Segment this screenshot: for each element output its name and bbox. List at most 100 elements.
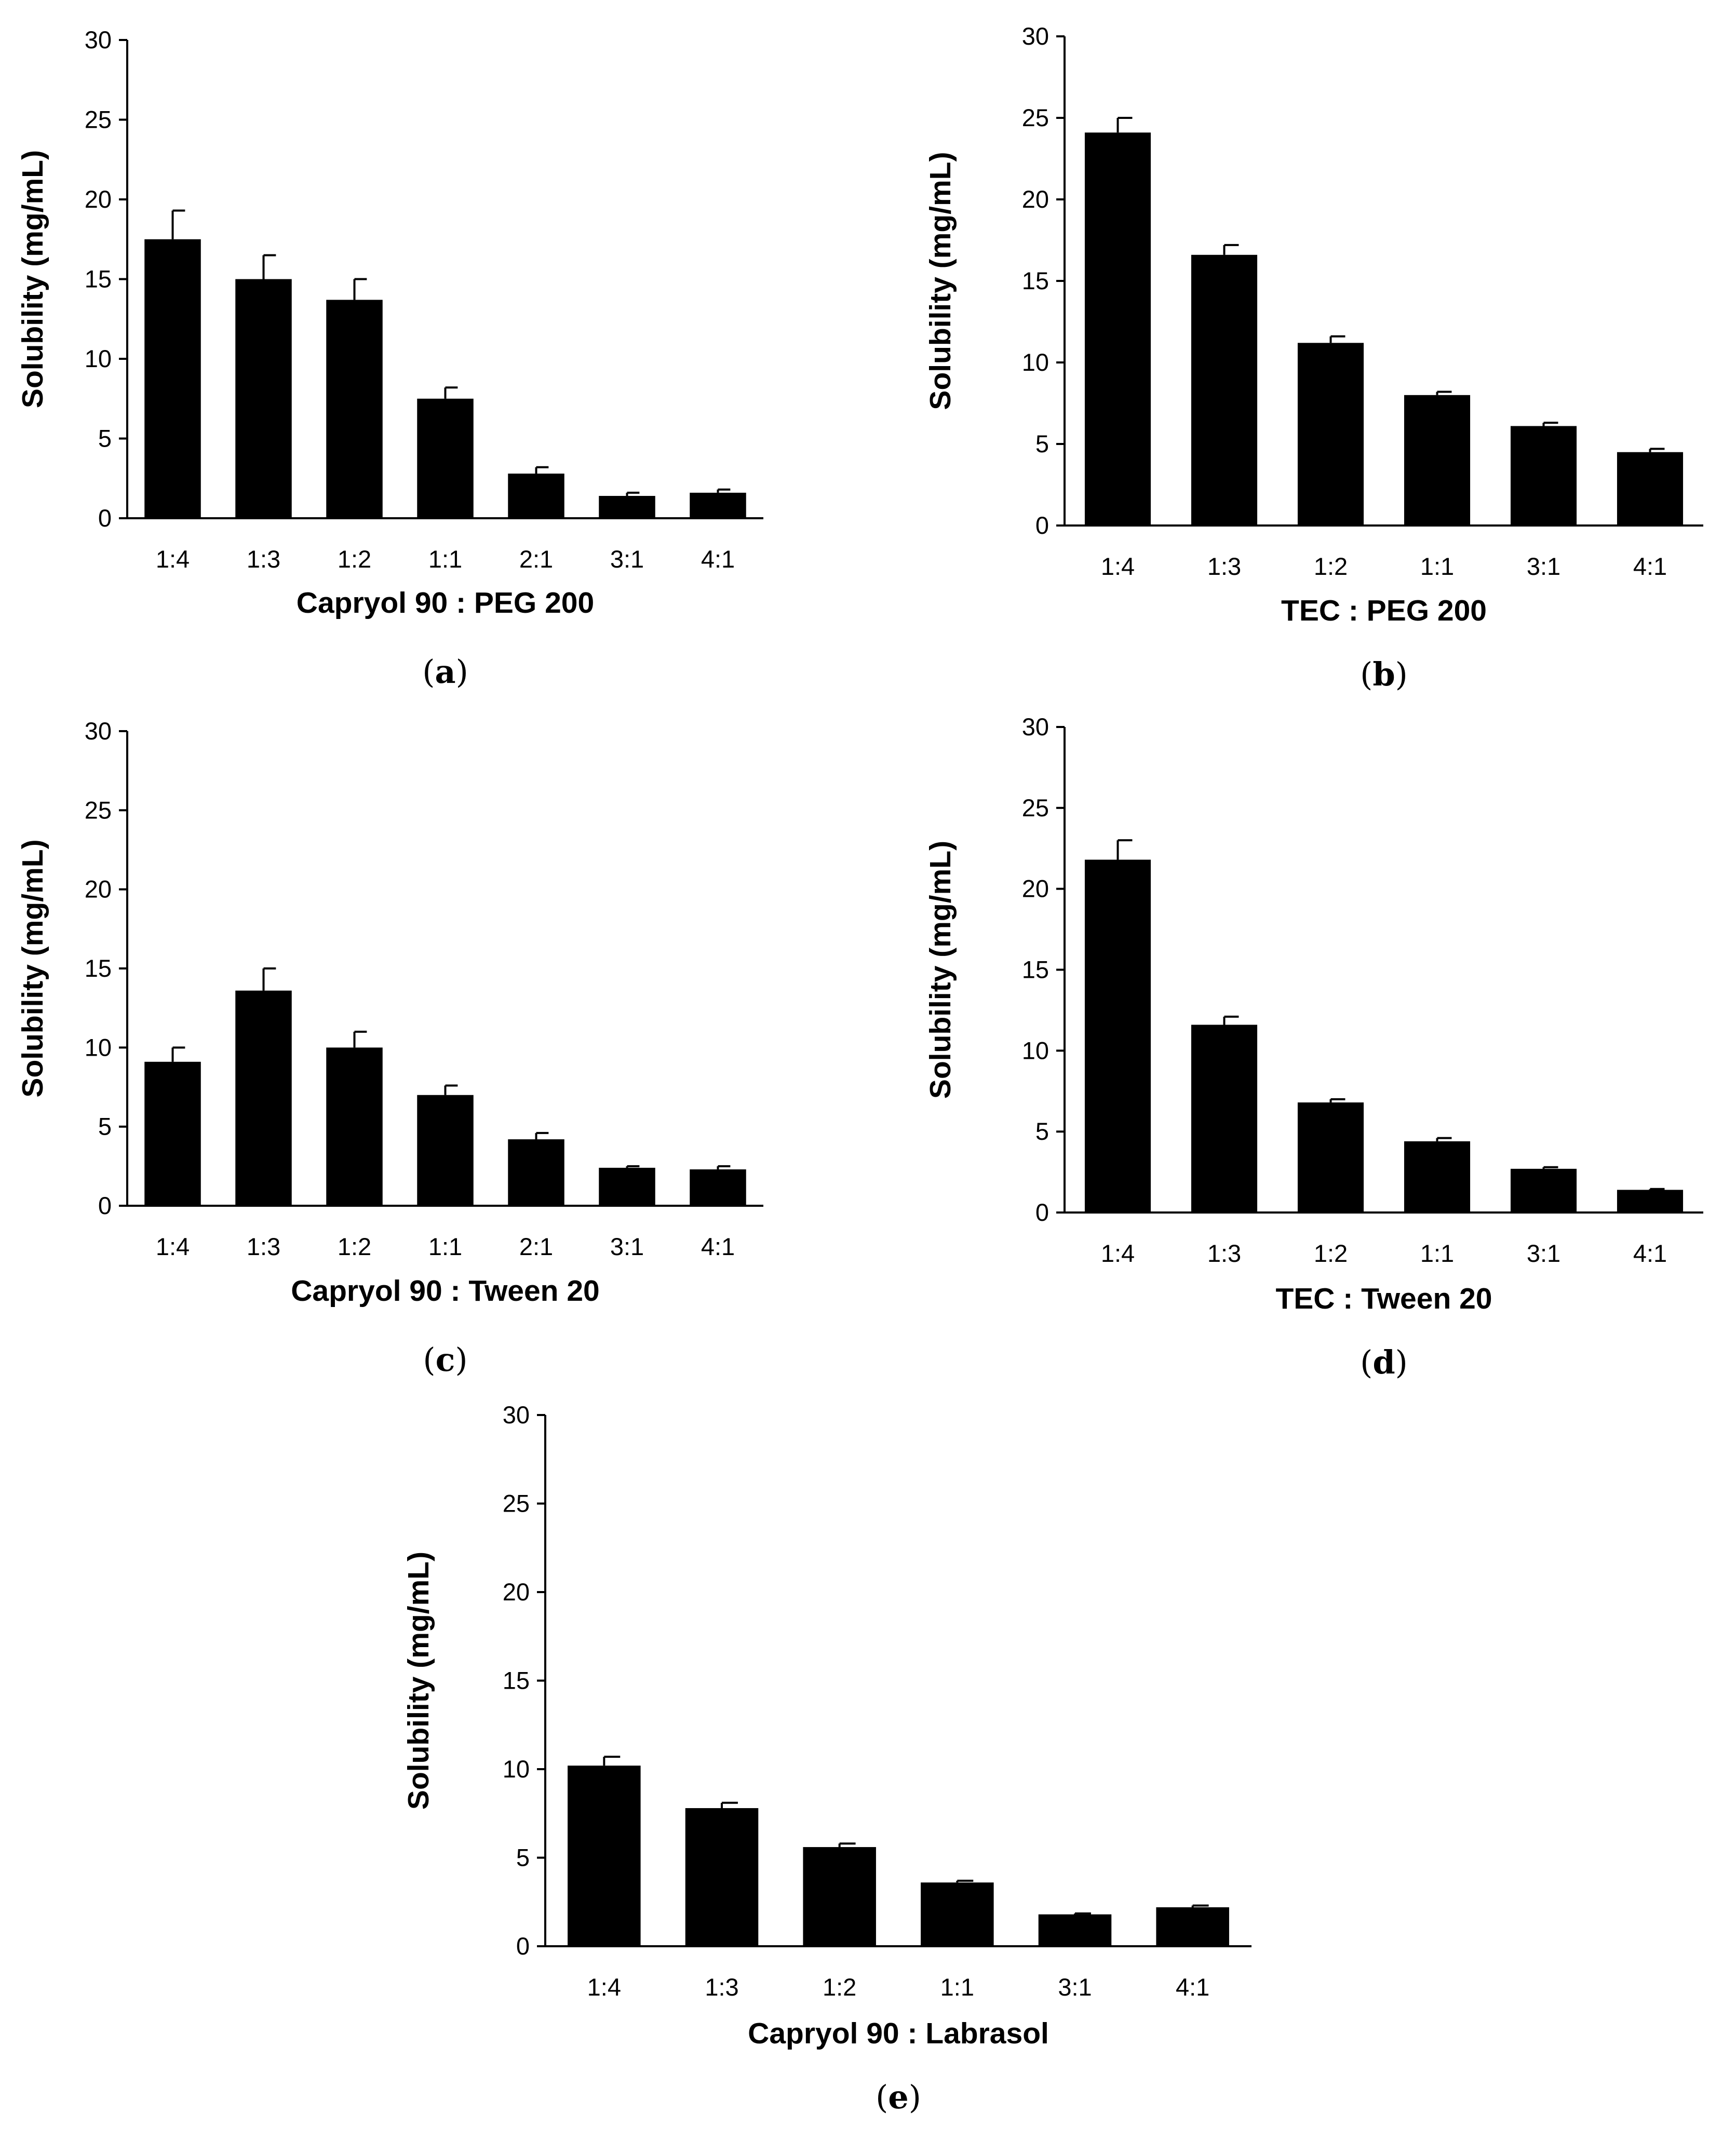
y-tick-label: 15 (503, 1667, 530, 1694)
x-tick-label: 3:1 (610, 1233, 644, 1260)
y-axis-title: Solubility (mg/mL) (924, 841, 957, 1099)
bar (803, 1847, 876, 1946)
bar (1191, 1025, 1258, 1213)
bar (599, 496, 655, 518)
x-tick-label: 4:1 (1176, 1973, 1209, 2001)
bar (1297, 1102, 1364, 1213)
y-axis-title: Solubility (mg/mL) (16, 839, 49, 1097)
y-tick-label: 30 (1022, 713, 1049, 740)
bar (685, 1808, 759, 1946)
x-tick-label: 1:2 (338, 1233, 371, 1260)
bar (690, 492, 746, 518)
bar (921, 1882, 994, 1946)
y-tick-label: 10 (85, 345, 112, 372)
bar (690, 1169, 746, 1206)
bar (1404, 1141, 1471, 1213)
x-tick-label: 3:1 (610, 545, 644, 573)
x-tick-label: 4:1 (1633, 553, 1667, 580)
x-tick-label: 1:4 (1101, 553, 1135, 580)
x-tick-label: 1:2 (338, 545, 371, 573)
y-tick-label: 25 (1022, 104, 1049, 131)
y-tick-label: 25 (503, 1490, 530, 1517)
x-axis-title: TEC : Tween 20 (1275, 1282, 1492, 1315)
bar (1297, 343, 1364, 526)
bar (1510, 426, 1577, 526)
y-tick-label: 25 (1022, 794, 1049, 821)
x-tick-label: 1:3 (1207, 553, 1241, 580)
y-tick-label: 20 (503, 1578, 530, 1606)
x-tick-label: 1:3 (705, 1973, 738, 2001)
y-tick-label: 0 (1035, 511, 1049, 539)
x-axis-title: Capryol 90 : Labrasol (748, 2017, 1049, 2050)
x-tick-label: 1:1 (428, 545, 462, 573)
bar (417, 1095, 474, 1206)
y-tick-label: 30 (1022, 22, 1049, 50)
y-tick-label: 25 (85, 796, 112, 824)
bar (144, 239, 201, 518)
y-tick-label: 5 (1035, 1117, 1049, 1145)
chart-panel-e: 0 5 10 15 20 25 30 1:4 1:3 1:2 1:1 3:1 4:1 Solubility… (402, 1401, 1251, 2116)
bar (1084, 859, 1151, 1213)
chart-panel-d: 0 5 10 15 20 25 30 1:4 1:3 1:2 1:1 3:1 4:1 Solubility… (924, 713, 1703, 1381)
x-tick-label: 1:4 (156, 545, 190, 573)
y-tick-label: 15 (85, 954, 112, 982)
panel-label: (e) (876, 2078, 921, 2116)
bar (508, 1139, 564, 1206)
x-tick-label: 1:4 (156, 1233, 190, 1260)
x-tick-label: 4:1 (701, 1233, 735, 1260)
panel-label: (d) (1360, 1343, 1408, 1381)
x-tick-label: 1:3 (247, 545, 280, 573)
y-axis-title: Solubility (mg/mL) (924, 152, 957, 410)
y-tick-label: 5 (98, 1113, 112, 1140)
y-tick-label: 5 (516, 1844, 530, 1871)
y-tick-label: 10 (503, 1755, 530, 1783)
bar (326, 300, 383, 518)
bar (1510, 1168, 1577, 1213)
panel-label: (b) (1360, 655, 1408, 693)
y-tick-label: 0 (1035, 1198, 1049, 1226)
bar (1084, 132, 1151, 526)
bar (1038, 1914, 1112, 1946)
bar (1404, 395, 1471, 526)
x-tick-label: 2:1 (519, 545, 553, 573)
x-axis-title: TEC : PEG 200 (1281, 594, 1487, 627)
y-tick-label: 30 (85, 26, 112, 53)
x-tick-label: 1:1 (940, 1973, 974, 2001)
y-axis-title: Solubility (mg/mL) (16, 150, 49, 408)
y-tick-label: 5 (98, 425, 112, 452)
x-tick-label: 1:3 (1207, 1240, 1241, 1267)
x-tick-label: 4:1 (701, 545, 735, 573)
bar (1191, 254, 1258, 526)
bar (326, 1047, 383, 1206)
y-tick-label: 25 (85, 106, 112, 133)
bar (144, 1061, 201, 1206)
y-tick-label: 20 (1022, 875, 1049, 902)
x-tick-label: 1:2 (823, 1973, 856, 2001)
y-tick-label: 0 (98, 1192, 112, 1219)
y-tick-label: 5 (1035, 430, 1049, 457)
y-axis-title: Solubility (mg/mL) (402, 1552, 435, 1810)
y-tick-label: 10 (1022, 1036, 1049, 1064)
x-tick-label: 1:3 (247, 1233, 280, 1260)
x-tick-label: 1:2 (1314, 553, 1348, 580)
y-tick-label: 15 (85, 265, 112, 293)
y-tick-label: 20 (85, 185, 112, 213)
x-tick-label: 3:1 (1058, 1973, 1092, 2001)
y-tick-label: 15 (1022, 267, 1049, 294)
panel-label: (c) (423, 1341, 467, 1379)
y-tick-label: 30 (85, 717, 112, 745)
chart-panel-c: 0 5 10 15 20 25 30 1:4 1:3 1:2 1:1 2:1 3:1 4:1 Solubil… (16, 717, 763, 1379)
bar (235, 279, 292, 518)
bar (417, 398, 474, 518)
x-tick-label: 1:1 (1420, 553, 1454, 580)
y-tick-label: 20 (1022, 185, 1049, 213)
bar (599, 1167, 655, 1206)
panel-label: (a) (422, 653, 468, 691)
x-tick-label: 1:1 (1420, 1240, 1454, 1267)
bar (1156, 1907, 1229, 1946)
x-axis-title: Capryol 90 : PEG 200 (297, 586, 594, 619)
y-tick-label: 20 (85, 875, 112, 903)
x-tick-label: 3:1 (1527, 1240, 1560, 1267)
bar (235, 990, 292, 1206)
